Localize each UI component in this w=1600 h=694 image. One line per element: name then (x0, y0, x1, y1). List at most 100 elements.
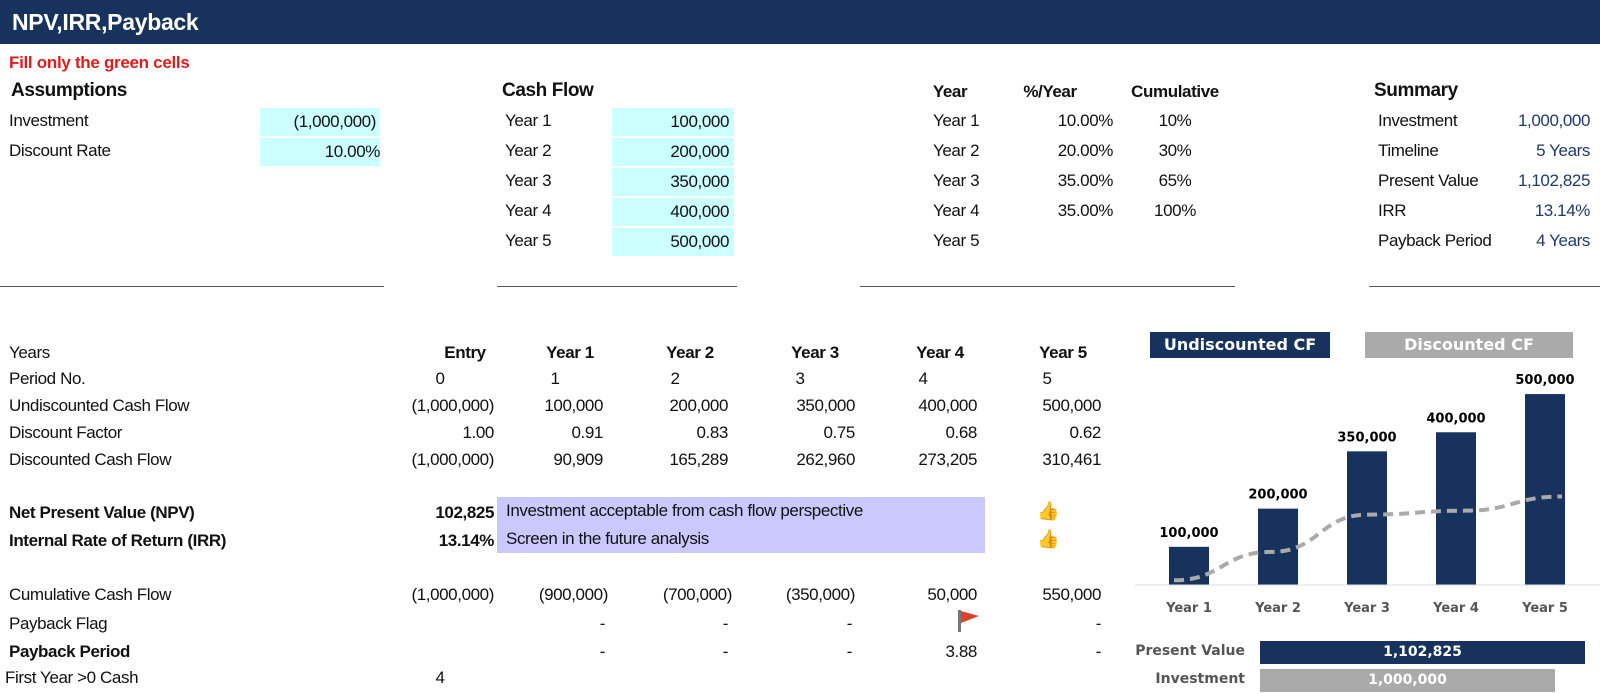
payback-period-cell: 3.88 (945, 642, 978, 661)
table-cell: 0.83 (696, 423, 729, 442)
row-label: Period No. (9, 369, 86, 388)
row-label: Discounted Cash Flow (9, 450, 172, 469)
column-header: Year 5 (1039, 343, 1087, 362)
thumbs-up-icon: 👍 (1037, 501, 1060, 521)
pct-per-year: 20.00% (1057, 141, 1114, 160)
assumptions-heading: Assumptions (11, 80, 127, 101)
discount-rate-input[interactable]: 10.00% (260, 138, 380, 166)
irr-decision-note: Screen in the future analysis (497, 525, 985, 553)
cumulative-cell: 50,000 (927, 585, 977, 604)
cash-flow-input[interactable]: 400,000 (612, 198, 734, 226)
table-cell: 165,289 (669, 450, 728, 469)
cumulative-label: Cumulative Cash Flow (9, 585, 172, 604)
cash-flow-year-label: Year 3 (505, 171, 552, 190)
bar-data-label: 100,000 (1159, 526, 1218, 541)
summary-label: Payback Period (1378, 231, 1492, 250)
table-cell: 310,461 (1042, 450, 1101, 469)
table-cell: 500,000 (1042, 396, 1101, 415)
pv-bar: 1,102,825 (1260, 641, 1585, 664)
red-flag-icon (958, 610, 979, 632)
sheet-title: NPV,IRR,Payback (12, 9, 199, 35)
cumulative-cell: (350,000) (785, 585, 856, 604)
bar-undiscounted (1436, 432, 1476, 585)
column-header: Year 2 (666, 343, 714, 362)
table-cell: 1 (550, 369, 560, 388)
bar-undiscounted (1525, 394, 1565, 585)
column-header: Year 1 (546, 343, 594, 362)
pv-bar-label: Investment (1155, 671, 1245, 687)
assumption-label-discount-rate: Discount Rate (9, 141, 111, 160)
cash-flow-input[interactable]: 500,000 (612, 228, 734, 256)
table-cell: 1.00 (462, 423, 495, 442)
cash-flow-chart: 100,000 200,000 350,000 400,000 500,000 Year … (1135, 373, 1600, 616)
summary-value: 1,102,825 (1517, 171, 1590, 190)
row-label: Undiscounted Cash Flow (9, 396, 190, 415)
years-label: Years (9, 343, 50, 362)
table-cell: (1,000,000) (411, 450, 494, 469)
legend-discounted: Discounted CF (1365, 332, 1573, 358)
summary-label: Investment (1378, 111, 1458, 130)
pct-per-year: 35.00% (1057, 171, 1114, 190)
cumulative-cell: (900,000) (538, 585, 609, 604)
x-tick-label: Year 5 (1521, 601, 1568, 616)
table-cell: 5 (1042, 369, 1052, 388)
thumbs-up-icon: 👍 (1037, 529, 1060, 549)
divider (0, 286, 384, 287)
summary-label: Timeline (1378, 141, 1439, 160)
table-cell: 2 (670, 369, 680, 388)
summary-value: 5 Years (1536, 141, 1590, 160)
table-cell: 100,000 (544, 396, 603, 415)
pct-year: Year 4 (933, 201, 980, 220)
pv-bar-label: Present Value (1135, 643, 1245, 659)
bar-data-label: 350,000 (1337, 430, 1396, 445)
table-cell: 0.68 (945, 423, 978, 442)
payback-flag-cell: - (1095, 614, 1102, 633)
cash-flow-input[interactable]: 200,000 (612, 138, 734, 166)
pct-header-year: Year (932, 82, 968, 101)
title-bar (0, 0, 1600, 44)
cumulative-cell: 550,000 (1042, 585, 1101, 604)
payback-period-cell: - (599, 642, 606, 661)
payback-flag-label: Payback Flag (9, 614, 108, 633)
bar-undiscounted (1347, 451, 1387, 585)
cash-flow-year-label: Year 5 (505, 231, 552, 250)
pct-header-cumulative: Cumulative (1131, 82, 1219, 101)
cash-flow-input[interactable]: 100,000 (612, 108, 734, 136)
table-cell: 350,000 (796, 396, 855, 415)
table-cell: 0 (435, 369, 445, 388)
divider (860, 286, 1235, 287)
npv-label: Net Present Value (NPV) (9, 503, 195, 522)
assumption-label-investment: Investment (9, 111, 89, 130)
table-cell: (1,000,000) (411, 396, 494, 415)
pct-cumulative: 100% (1154, 201, 1196, 220)
summary-label: IRR (1378, 201, 1407, 220)
first-year-label: First Year >0 Cash (5, 668, 139, 687)
pct-cumulative: 30% (1158, 141, 1192, 160)
cumulative-cell: (700,000) (662, 585, 733, 604)
table-cell: 0.75 (823, 423, 856, 442)
instruction-text: Fill only the green cells (9, 53, 190, 72)
table-cell: 262,960 (796, 450, 855, 469)
x-tick-label: Year 4 (1432, 601, 1479, 616)
summary-value: 1,000,000 (1517, 111, 1590, 130)
cash-flow-year-label: Year 2 (505, 141, 552, 160)
row-label: Discount Factor (9, 423, 123, 442)
cash-flow-input[interactable]: 350,000 (612, 168, 734, 196)
table-cell: 90,909 (553, 450, 603, 469)
pct-year: Year 2 (933, 141, 980, 160)
x-tick-label: Year 2 (1254, 601, 1301, 616)
npv-value: 102,825 (435, 503, 494, 522)
investment-input[interactable]: (1,000,000) (260, 108, 380, 136)
cash-flow-year-label: Year 1 (505, 111, 552, 130)
divider (497, 286, 737, 287)
x-tick-label: Year 3 (1343, 601, 1390, 616)
column-header: Year 4 (916, 343, 964, 362)
pv-bar: 1,000,000 (1260, 669, 1555, 692)
column-header: Year 3 (791, 343, 839, 362)
bar-data-label: 500,000 (1515, 373, 1574, 388)
irr-label: Internal Rate of Return (IRR) (9, 531, 226, 550)
payback-flag-cell: - (722, 614, 729, 633)
table-cell: 400,000 (918, 396, 977, 415)
summary-heading: Summary (1374, 80, 1458, 101)
pct-year: Year 5 (933, 231, 980, 250)
